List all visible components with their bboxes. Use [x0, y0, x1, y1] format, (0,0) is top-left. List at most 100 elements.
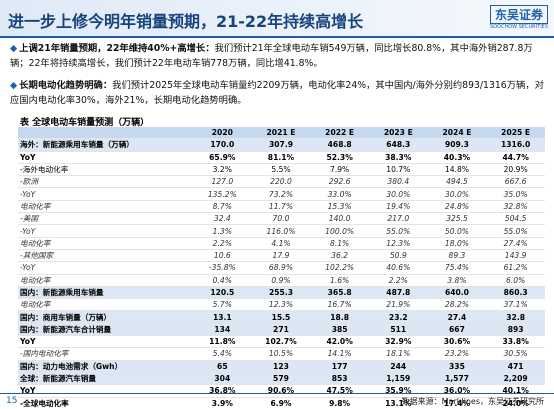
cell: 18.0% — [444, 238, 470, 248]
cell: 9.8% — [329, 398, 351, 408]
row-label: -全球电动化率 — [20, 398, 69, 408]
row-label: -YoY — [20, 226, 36, 236]
cell: 35.9% — [385, 386, 412, 396]
table-row: -海外电动化率 3.2% 5.5% 7.9% 10.7% 14.8% 20.9% — [18, 163, 545, 176]
cell: 1316.0 — [486, 138, 545, 152]
cell: 640.0 — [427, 286, 487, 299]
table-row: -美国 32.4 70.0 140.0 217.0 325.5 504.5 — [18, 213, 545, 225]
table-row: -欧洲 127.0 220.0 292.6 380.4 494.5 667.6 — [18, 176, 545, 188]
bullet: 长期电动化趋势明确：我们预计2025年全球电动车销量约2209万辆，电动化率24… — [10, 79, 544, 108]
cell: 102.7% — [265, 337, 297, 347]
bullet-text: 我们预计21年全球电动车销549万辆，同比增长80.8%，其中海外销287.8万… — [10, 43, 533, 69]
cell: 325.5 — [446, 214, 468, 224]
cell: 24.8% — [444, 201, 470, 211]
cell: 271 — [251, 323, 311, 336]
logo: 东吴证券 SOOCHOW SECURITIES — [489, 5, 548, 30]
cell: 21.9% — [386, 300, 411, 310]
cell: 23.2 — [368, 310, 428, 324]
cell: 18.1% — [386, 349, 411, 359]
cell: 24.0% — [502, 398, 529, 408]
cell: 33.8% — [502, 337, 529, 347]
cell: 1,577 — [427, 372, 487, 385]
cell: 893 — [486, 323, 545, 336]
table-row: YoY 36.8% 90.6% 47.5% 35.9% 36.0% 40.1% — [18, 385, 545, 398]
cell: 667.6 — [504, 177, 527, 187]
cell: 1.3% — [212, 226, 232, 236]
cell: 100.0% — [325, 226, 355, 236]
cell: 11.8% — [209, 337, 236, 347]
cell: 7.9% — [329, 165, 350, 175]
cell: 65 — [193, 360, 252, 373]
cell: 127.0 — [211, 177, 234, 187]
cell: 335 — [427, 360, 487, 373]
logo-cn: 东吴证券 — [489, 5, 548, 24]
cell: 10.5% — [268, 349, 294, 359]
header-cell: 2021 E — [251, 127, 311, 139]
cell: 6.0% — [505, 275, 526, 285]
header-cell — [18, 127, 193, 139]
cell: 68.9% — [268, 263, 294, 273]
cell: 8.1% — [329, 238, 350, 248]
cell: 487.8 — [368, 286, 428, 299]
cell: 385 — [310, 323, 369, 336]
bullet-lead: 上调21年销量预期，22年维持40%+高增长： — [19, 43, 215, 54]
cell: 120.5 — [193, 286, 252, 299]
cell: 304 — [193, 372, 252, 385]
cell: 17.4% — [443, 398, 471, 408]
row-label: 海外：新能源乘用车销量（万辆） — [18, 138, 193, 152]
cell: 307.9 — [251, 138, 311, 152]
cell: 494.5 — [446, 177, 468, 187]
cell: 33.0% — [327, 189, 352, 199]
cell: 27.4 — [427, 310, 487, 324]
cell: 30.0% — [444, 189, 470, 199]
cell: 13.1 — [193, 310, 252, 324]
row-label: -YoY — [20, 263, 36, 273]
cell: 102.2% — [325, 263, 355, 273]
cell: 220.0 — [270, 177, 292, 187]
table-row: 电动化率 8.7% 11.7% 15.3% 19.4% 24.8% 32.8% — [18, 200, 545, 213]
cell: 35.0% — [503, 189, 528, 199]
cell: 365.8 — [310, 286, 369, 299]
cell: 11.7% — [268, 201, 294, 211]
cell: 217.0 — [387, 214, 410, 224]
row-label: 国内：新能源乘用车销量 — [18, 286, 193, 299]
table-row: 国内：新能源汽车合计销量 134 271 385 511 667 893 — [18, 323, 545, 336]
title: 进一步上修今明年销量预期，21-22年持续高增长 — [8, 12, 364, 31]
cell: 37.1% — [503, 300, 528, 310]
cell: 40.6% — [386, 263, 411, 273]
table-row: 国内：商用车销量（万辆） 13.1 15.5 18.8 23.2 27.4 32.8 — [18, 310, 545, 324]
cell: 579 — [251, 372, 311, 385]
row-label: YoY — [20, 337, 36, 347]
cell: 0.9% — [271, 275, 291, 285]
cell: 50.9 — [389, 251, 407, 261]
logo-en: SOOCHOW SECURITIES — [489, 24, 548, 30]
cell: 32.8% — [503, 201, 528, 211]
header-row: 2020 2021 E 2022 E 2023 E 2024 E 2025 E — [18, 127, 545, 139]
footer: 15 数据来源：Marklines，东吴证券研究所 — [0, 393, 554, 409]
row-label: -海外电动化率 — [20, 165, 69, 175]
cell: 14.8% — [444, 165, 470, 175]
row-label: YoY — [20, 386, 36, 396]
cell: 648.3 — [368, 138, 428, 152]
cell: 0.4% — [212, 275, 232, 285]
table-row: 全球：新能源汽车销量 304 579 853 1,159 1,577 2,209 — [18, 372, 545, 385]
table-row: 国内：新能源乘用车销量 120.5 255.3 365.8 487.8 640.0 860.… — [18, 286, 545, 299]
cell: 8.7% — [212, 201, 232, 211]
cell: 55.0% — [386, 226, 411, 236]
cell: 81.1% — [267, 152, 295, 162]
cell: 20.9% — [503, 165, 528, 175]
row-label: 国内：新能源汽车合计销量 — [18, 323, 193, 336]
cell: 65.9% — [209, 152, 236, 162]
cell: 40.1% — [502, 386, 529, 396]
table-row: -YoY 1.3% 116.0% 100.0% 55.0% 50.0% 55.0% — [18, 225, 545, 238]
cell: 1,159 — [368, 372, 428, 385]
cell: 89.3 — [448, 251, 466, 261]
cell: 52.3% — [326, 152, 353, 162]
cell: 10.6 — [213, 251, 231, 261]
cell: 40.3% — [443, 152, 471, 162]
bullet: 上调21年销量预期，22年维持40%+高增长：我们预计21年全球电动车销549万… — [10, 42, 544, 71]
cell: 134 — [193, 323, 252, 336]
cell: 30.5% — [503, 349, 528, 359]
cell: 32.4 — [213, 214, 231, 224]
cell: 511 — [368, 323, 428, 336]
